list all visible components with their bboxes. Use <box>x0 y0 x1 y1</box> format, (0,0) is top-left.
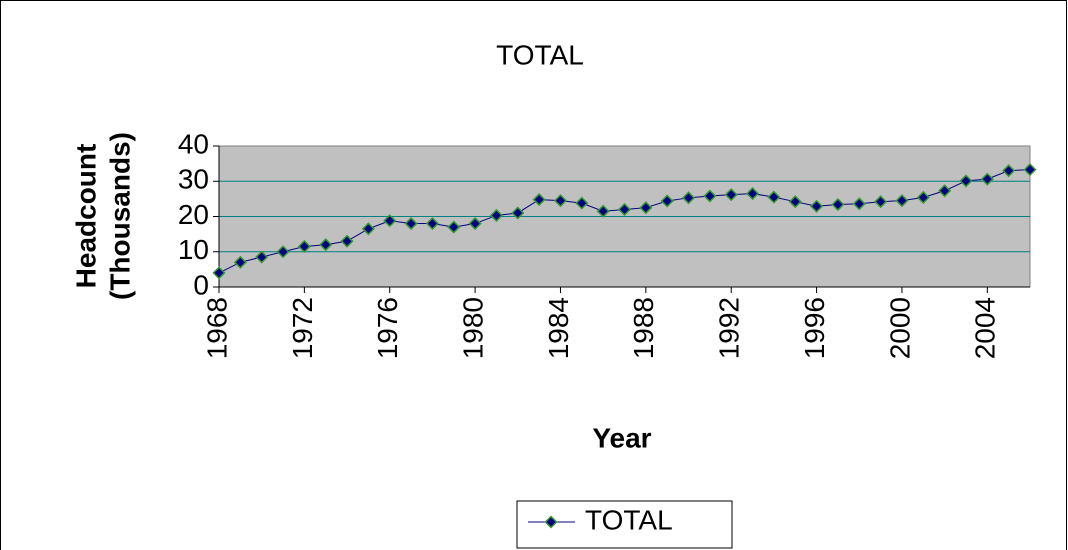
data-point <box>703 189 717 203</box>
data-point <box>1002 164 1016 178</box>
x-tick-label: 2004 <box>970 297 1001 359</box>
data-point <box>297 239 311 254</box>
data-point <box>895 194 909 208</box>
data-point <box>959 174 973 188</box>
x-tick-label: 1988 <box>628 297 659 359</box>
data-point <box>255 250 269 264</box>
y-tick-label: 30 <box>178 164 209 195</box>
data-point <box>340 234 354 248</box>
data-point <box>767 190 781 204</box>
x-tick-label: 1980 <box>457 297 488 359</box>
data-point <box>553 194 568 208</box>
data-point <box>617 202 632 217</box>
data-point <box>468 216 482 231</box>
chart-title: TOTAL <box>496 39 584 70</box>
legend-marker <box>544 515 558 529</box>
data-point <box>489 208 504 223</box>
data-point <box>596 204 610 218</box>
data-point <box>788 195 802 209</box>
data-point <box>404 216 418 231</box>
x-tick-label: 1972 <box>287 297 318 359</box>
x-tick-label: 2000 <box>884 297 915 359</box>
data-point <box>916 190 930 205</box>
data-point <box>212 266 226 280</box>
data-point <box>425 216 439 231</box>
x-tick-label: 1996 <box>799 297 830 359</box>
data-point <box>639 201 653 215</box>
y-axis-title-line: (Thousands) <box>104 132 135 300</box>
data-point <box>980 172 994 186</box>
x-tick-label: 1992 <box>714 297 745 359</box>
data-point <box>938 184 952 198</box>
data-point <box>660 194 674 208</box>
data-point <box>447 220 461 234</box>
data-point <box>361 222 375 236</box>
data-point <box>383 214 397 228</box>
y-tick-label: 10 <box>178 234 209 265</box>
y-tick-label: 20 <box>178 199 209 230</box>
data-point <box>874 195 888 209</box>
data-point <box>724 188 738 202</box>
data-point <box>745 187 760 201</box>
data-point <box>1023 163 1037 177</box>
x-tick-label: 1976 <box>372 297 403 359</box>
y-axis-title-line: Headcount <box>70 144 101 289</box>
y-tick-label: 0 <box>193 269 209 300</box>
x-tick-label: 1968 <box>201 297 232 359</box>
legend-label: TOTAL <box>585 504 673 535</box>
data-point <box>233 255 247 269</box>
data-point <box>511 206 525 220</box>
data-point <box>532 193 546 207</box>
data-point <box>276 245 290 259</box>
x-tick-label: 1984 <box>543 297 574 359</box>
data-point <box>575 196 589 210</box>
x-axis-title: Year <box>592 422 651 453</box>
data-point <box>810 199 824 213</box>
y-axis-title: Headcount (Thousands) <box>70 132 135 300</box>
data-point <box>681 191 696 205</box>
y-tick-label: 40 <box>178 128 209 159</box>
data-point <box>852 197 866 211</box>
data-point <box>831 197 845 212</box>
data-point <box>319 238 333 252</box>
